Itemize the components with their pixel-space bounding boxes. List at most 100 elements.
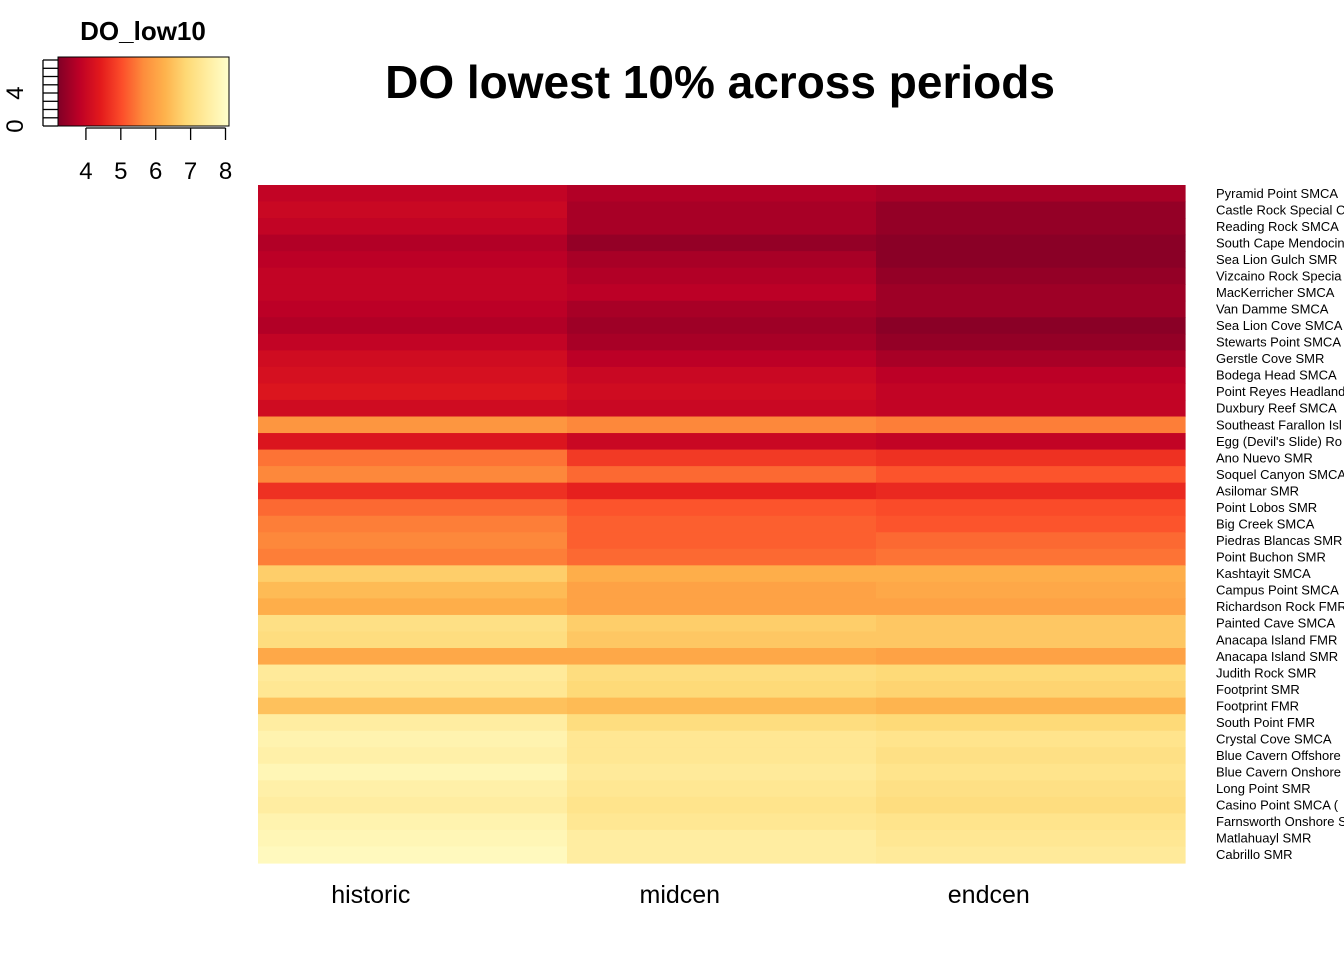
row-label: Point Reyes Headland <box>1216 384 1344 399</box>
heatmap-cell <box>258 796 568 814</box>
heatmap-cell <box>258 565 568 583</box>
row-label: Anacapa Island SMR <box>1216 649 1338 664</box>
heatmap-cell <box>567 796 877 814</box>
heatmap-cell <box>876 631 1186 649</box>
heatmap-cell <box>567 532 877 550</box>
heatmap-cell <box>258 548 568 566</box>
heatmap-cell <box>567 466 877 484</box>
heatmap-cell <box>567 449 877 467</box>
row-label: Sea Lion Gulch SMR <box>1216 252 1337 267</box>
heatmap-cell <box>258 201 568 219</box>
heatmap-cell <box>258 730 568 748</box>
row-label: Egg (Devil's Slide) Ro <box>1216 434 1342 449</box>
heatmap-cell <box>258 598 568 616</box>
heatmap-cell <box>876 681 1186 699</box>
column-labels: historic midcen endcen <box>331 881 1030 909</box>
color-key-title: DO_low10 <box>80 16 206 46</box>
row-label: Crystal Cove SMCA <box>1216 732 1332 747</box>
heatmap-cell <box>876 846 1186 864</box>
heatmap-cell <box>567 267 877 285</box>
heatmap-cell <box>258 350 568 368</box>
heatmap-cell <box>258 763 568 781</box>
heatmap-cell <box>567 664 877 682</box>
heatmap-cell <box>567 185 877 203</box>
row-label: Soquel Canyon SMCA <box>1216 467 1344 482</box>
heatmap-cell <box>876 664 1186 682</box>
color-key-tick-label: 8 <box>219 158 232 185</box>
heatmap-cell <box>567 548 877 566</box>
row-label: Blue Cavern Onshore <box>1216 765 1341 780</box>
heatmap-cell <box>876 829 1186 848</box>
count-tick-label: 0 <box>2 119 29 132</box>
heatmap-cell <box>258 300 568 318</box>
row-label: Stewarts Point SMCA <box>1216 335 1341 350</box>
heatmap-cell <box>876 532 1186 550</box>
heatmap-cell <box>876 581 1186 600</box>
heatmap-cell <box>876 383 1186 401</box>
chart-title: DO lowest 10% across periods <box>385 56 1055 108</box>
row-label: South Cape Mendocin <box>1216 235 1344 250</box>
row-label: Ano Nuevo SMR <box>1216 450 1313 465</box>
row-label: Point Buchon SMR <box>1216 550 1326 565</box>
heatmap-cell <box>567 201 877 219</box>
heatmap-cell <box>258 714 568 732</box>
heatmap-cell <box>567 218 877 236</box>
row-label: Reading Rock SMCA <box>1216 219 1339 234</box>
heatmap-cell <box>258 449 568 467</box>
heatmap-cell <box>567 300 877 318</box>
row-label: Footprint FMR <box>1216 698 1299 713</box>
heatmap-cell <box>258 317 568 335</box>
heatmap-cell <box>258 829 568 848</box>
heatmap-cell <box>876 218 1186 236</box>
heatmap-cell <box>567 317 877 335</box>
heatmap-cell <box>567 681 877 699</box>
heatmap-cell <box>876 317 1186 335</box>
color-key-tick-label: 5 <box>114 158 127 185</box>
heatmap-cell <box>876 366 1186 385</box>
heatmap-cell <box>258 747 568 765</box>
heatmap-cell <box>258 614 568 633</box>
heatmap-cell <box>876 813 1186 831</box>
heatmap-cell <box>258 383 568 401</box>
heatmap-cell <box>876 185 1186 203</box>
row-label: Long Point SMR <box>1216 781 1311 796</box>
row-label: Campus Point SMCA <box>1216 583 1339 598</box>
heatmap-cell <box>258 234 568 252</box>
heatmap-cell <box>876 466 1186 484</box>
heatmap-cell <box>258 780 568 798</box>
row-label: Footprint SMR <box>1216 682 1300 697</box>
heatmap-cell <box>567 482 877 500</box>
row-label: Southeast Farallon Isl <box>1216 417 1342 432</box>
heatmap-cell <box>567 697 877 715</box>
heatmap-cell <box>258 813 568 831</box>
heatmap-cell <box>258 251 568 269</box>
heatmap-cell <box>876 433 1186 451</box>
count-tick-label: 4 <box>2 86 29 99</box>
row-label: Point Lobos SMR <box>1216 500 1317 515</box>
row-label: Piedras Blancas SMR <box>1216 533 1342 548</box>
column-label-endcen: endcen <box>948 881 1030 909</box>
heatmap-cell <box>567 763 877 781</box>
heatmap-cell <box>876 730 1186 748</box>
row-label: Blue Cavern Offshore <box>1216 748 1341 763</box>
heatmap-cell <box>258 499 568 517</box>
row-label: Pyramid Point SMCA <box>1216 186 1338 201</box>
row-label: Casino Point SMCA ( <box>1216 798 1339 813</box>
heatmap-cell <box>567 565 877 583</box>
heatmap-cell <box>567 614 877 633</box>
heatmap-cell <box>258 366 568 385</box>
heatmap-cell <box>567 813 877 831</box>
row-label: Kashtayit SMCA <box>1216 566 1311 581</box>
heatmap-cell <box>567 648 877 666</box>
heatmap-cell <box>876 648 1186 666</box>
heatmap-cell <box>258 416 568 434</box>
heatmap-cell <box>876 515 1186 533</box>
heatmap-cell <box>567 829 877 848</box>
heatmap-cell <box>567 598 877 616</box>
heatmap-cell <box>567 399 877 418</box>
heatmap-cell <box>876 333 1186 351</box>
heatmap-cell <box>876 796 1186 814</box>
row-label: MacKerricher SMCA <box>1216 285 1335 300</box>
